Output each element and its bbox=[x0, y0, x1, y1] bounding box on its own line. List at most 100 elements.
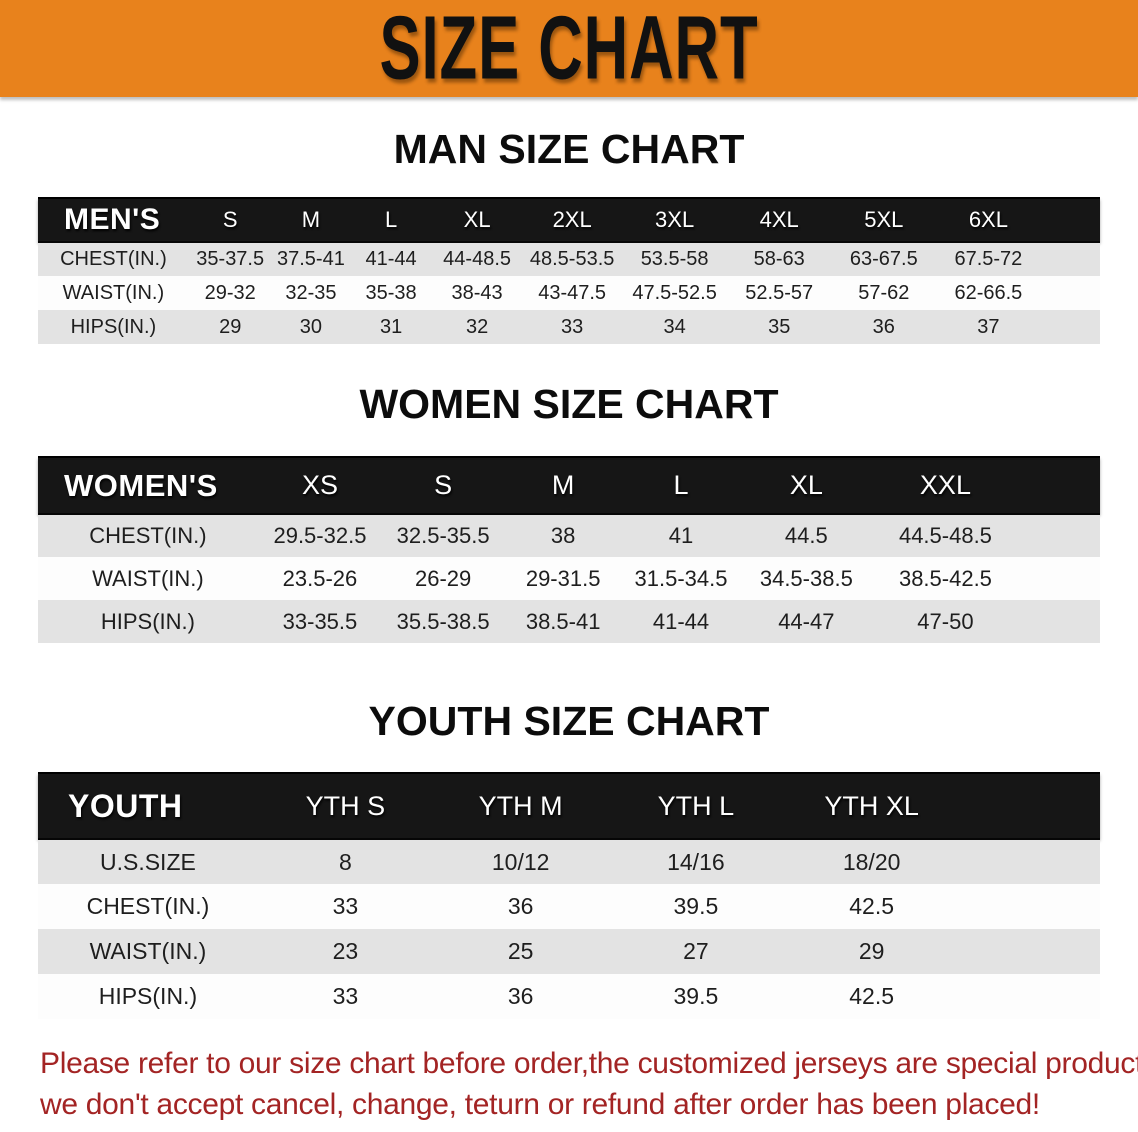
measurement-value: 31.5-34.5 bbox=[634, 565, 728, 591]
measurement-value: 29 bbox=[219, 315, 242, 338]
measurement-value: 37 bbox=[977, 315, 1000, 338]
measurement-value: 37.5-41 bbox=[276, 248, 345, 270]
row-label: WAIST(IN.) bbox=[92, 565, 204, 591]
measurement-value: 29-32 bbox=[204, 281, 256, 304]
row-label: CHEST(IN.) bbox=[60, 248, 167, 270]
row-spacer bbox=[960, 884, 1100, 929]
measurement-value: 41-44 bbox=[365, 248, 417, 270]
measurement-value: 42.5 bbox=[849, 983, 894, 1009]
measurement-value: 10/12 bbox=[491, 848, 550, 875]
measurement-value: 35-37.5 bbox=[196, 248, 265, 270]
measurement-value: 30 bbox=[299, 315, 323, 338]
row-spacer bbox=[1018, 514, 1100, 557]
measurement-value: 44.5 bbox=[784, 523, 828, 548]
measurement-value: 29 bbox=[858, 938, 885, 964]
size-column-header: YTH S bbox=[257, 772, 434, 840]
measurement-value: 44.5-48.5 bbox=[898, 523, 992, 548]
size-column-header: YTH XL bbox=[783, 772, 960, 840]
measurement-value: 36 bbox=[507, 893, 534, 919]
measurement-value: 48.5-53.5 bbox=[529, 248, 615, 270]
size-column-header: XL bbox=[431, 197, 523, 243]
row-label: U.S.SIZE bbox=[99, 848, 196, 875]
measurement-value: 38.5-42.5 bbox=[898, 565, 992, 591]
measurement-value: 35.5-38.5 bbox=[396, 608, 490, 634]
size-column-header: M bbox=[504, 456, 623, 515]
table-corner-label: MEN'S bbox=[38, 197, 189, 243]
measurement-value: 53.5-58 bbox=[640, 248, 709, 270]
measurement-value: 33 bbox=[332, 983, 359, 1009]
size-column-header: 3XL bbox=[622, 197, 728, 243]
measurement-value: 31 bbox=[379, 315, 403, 338]
size-column-header: L bbox=[622, 456, 740, 515]
table-row: CHEST(IN.) 29.5-32.5 32.5-35.5 38 41 44.5 44.5… bbox=[38, 514, 1100, 557]
measurement-value: 43-47.5 bbox=[538, 281, 607, 304]
measurement-value: 39.5 bbox=[673, 893, 719, 919]
men-size-section: MAN SIZE CHART MEN'S S M L XL 2XL 3XL 4XL 5XL 6XL… bbox=[0, 127, 1138, 344]
row-label: HIPS(IN.) bbox=[98, 983, 198, 1009]
measurement-value: 27 bbox=[683, 938, 709, 964]
measurement-value: 38-43 bbox=[451, 281, 503, 304]
measurement-value: 39.5 bbox=[673, 983, 719, 1009]
measurement-value: 33-35.5 bbox=[282, 608, 358, 634]
row-label: HIPS(IN.) bbox=[100, 608, 195, 634]
row-spacer bbox=[960, 839, 1100, 884]
row-spacer bbox=[1040, 310, 1100, 344]
table-row: WAIST(IN.) 29-32 32-35 35-38 38-43 43-47.5 47.… bbox=[38, 276, 1100, 310]
size-column-header: M bbox=[271, 197, 351, 243]
table-row: HIPS(IN.) 33-35.5 35.5-38.5 38.5-41 41-44 44-… bbox=[38, 600, 1100, 643]
row-spacer bbox=[1018, 600, 1100, 643]
row-label: WAIST(IN.) bbox=[89, 938, 207, 964]
measurement-value: 36 bbox=[872, 315, 895, 338]
table-row: HIPS(IN.) 33 36 39.5 42.5 bbox=[38, 974, 1100, 1019]
header-spacer bbox=[959, 772, 1100, 840]
table-corner-label: YOUTH bbox=[38, 772, 258, 840]
measurement-value: 32-35 bbox=[285, 281, 337, 304]
size-column-header: 5XL bbox=[831, 197, 937, 243]
size-column-header: YTH L bbox=[608, 772, 784, 840]
size-column-header: XS bbox=[257, 456, 383, 515]
measurement-value: 47.5-52.5 bbox=[632, 281, 717, 304]
table-row: HIPS(IN.) 29 30 31 32 33 34 35 36 37 bbox=[38, 310, 1100, 344]
measurement-value: 29-31.5 bbox=[525, 565, 601, 591]
measurement-value: 44-48.5 bbox=[443, 248, 512, 270]
row-label: CHEST(IN.) bbox=[89, 523, 207, 548]
measurement-value: 14/16 bbox=[667, 848, 725, 875]
table-row: WAIST(IN.) 23 25 27 29 bbox=[38, 929, 1100, 974]
table-row: CHEST(IN.) 35-37.5 37.5-41 41-44 44-48.5 48.5… bbox=[38, 242, 1100, 276]
measurement-value: 58-63 bbox=[753, 248, 805, 270]
measurement-value: 57-62 bbox=[858, 281, 910, 304]
measurement-value: 47-50 bbox=[917, 608, 974, 634]
men-size-table: MEN'S S M L XL 2XL 3XL 4XL 5XL 6XL CHEST(IN.) 35-37… bbox=[38, 197, 1100, 344]
measurement-value: 41-44 bbox=[652, 608, 710, 634]
men-section-heading: MAN SIZE CHART bbox=[393, 126, 745, 172]
measurement-value: 32.5-35.5 bbox=[396, 523, 490, 548]
measurement-value: 62-66.5 bbox=[954, 281, 1023, 304]
measurement-value: 23.5-26 bbox=[282, 565, 358, 591]
row-spacer bbox=[960, 929, 1100, 974]
table-row: U.S.SIZE 8 10/12 14/16 18/20 bbox=[38, 839, 1100, 884]
table-row: CHEST(IN.) 33 36 39.5 42.5 bbox=[38, 884, 1100, 929]
row-label: WAIST(IN.) bbox=[62, 281, 165, 304]
disclaimer-line-1: Please refer to our size chart before or… bbox=[40, 1047, 1138, 1080]
measurement-value: 35-38 bbox=[365, 281, 417, 304]
women-size-section: WOMEN SIZE CHART WOMEN'S XS S M L XL XXL CHEST(… bbox=[0, 382, 1138, 643]
measurement-value: 32 bbox=[465, 315, 489, 338]
measurement-value: 23 bbox=[332, 938, 359, 964]
size-column-header: 6XL bbox=[936, 197, 1041, 243]
banner: SIZE CHART bbox=[0, 0, 1138, 99]
women-section-heading: WOMEN SIZE CHART bbox=[359, 381, 779, 427]
measurement-value: 18/20 bbox=[842, 848, 901, 875]
youth-section-heading: YOUTH SIZE CHART bbox=[368, 698, 770, 744]
size-column-header: S bbox=[188, 197, 272, 243]
measurement-value: 67.5-72 bbox=[954, 248, 1023, 270]
measurement-value: 29.5-32.5 bbox=[273, 523, 367, 548]
row-spacer bbox=[1040, 276, 1100, 310]
measurement-value: 36 bbox=[507, 983, 534, 1009]
measurement-value: 41 bbox=[668, 523, 694, 548]
size-column-header: YTH M bbox=[433, 772, 609, 840]
banner-title: SIZE CHART bbox=[379, 0, 759, 99]
measurement-value: 33 bbox=[561, 315, 584, 338]
size-column-header: 4XL bbox=[727, 197, 832, 243]
measurement-value: 34.5-38.5 bbox=[759, 565, 853, 591]
